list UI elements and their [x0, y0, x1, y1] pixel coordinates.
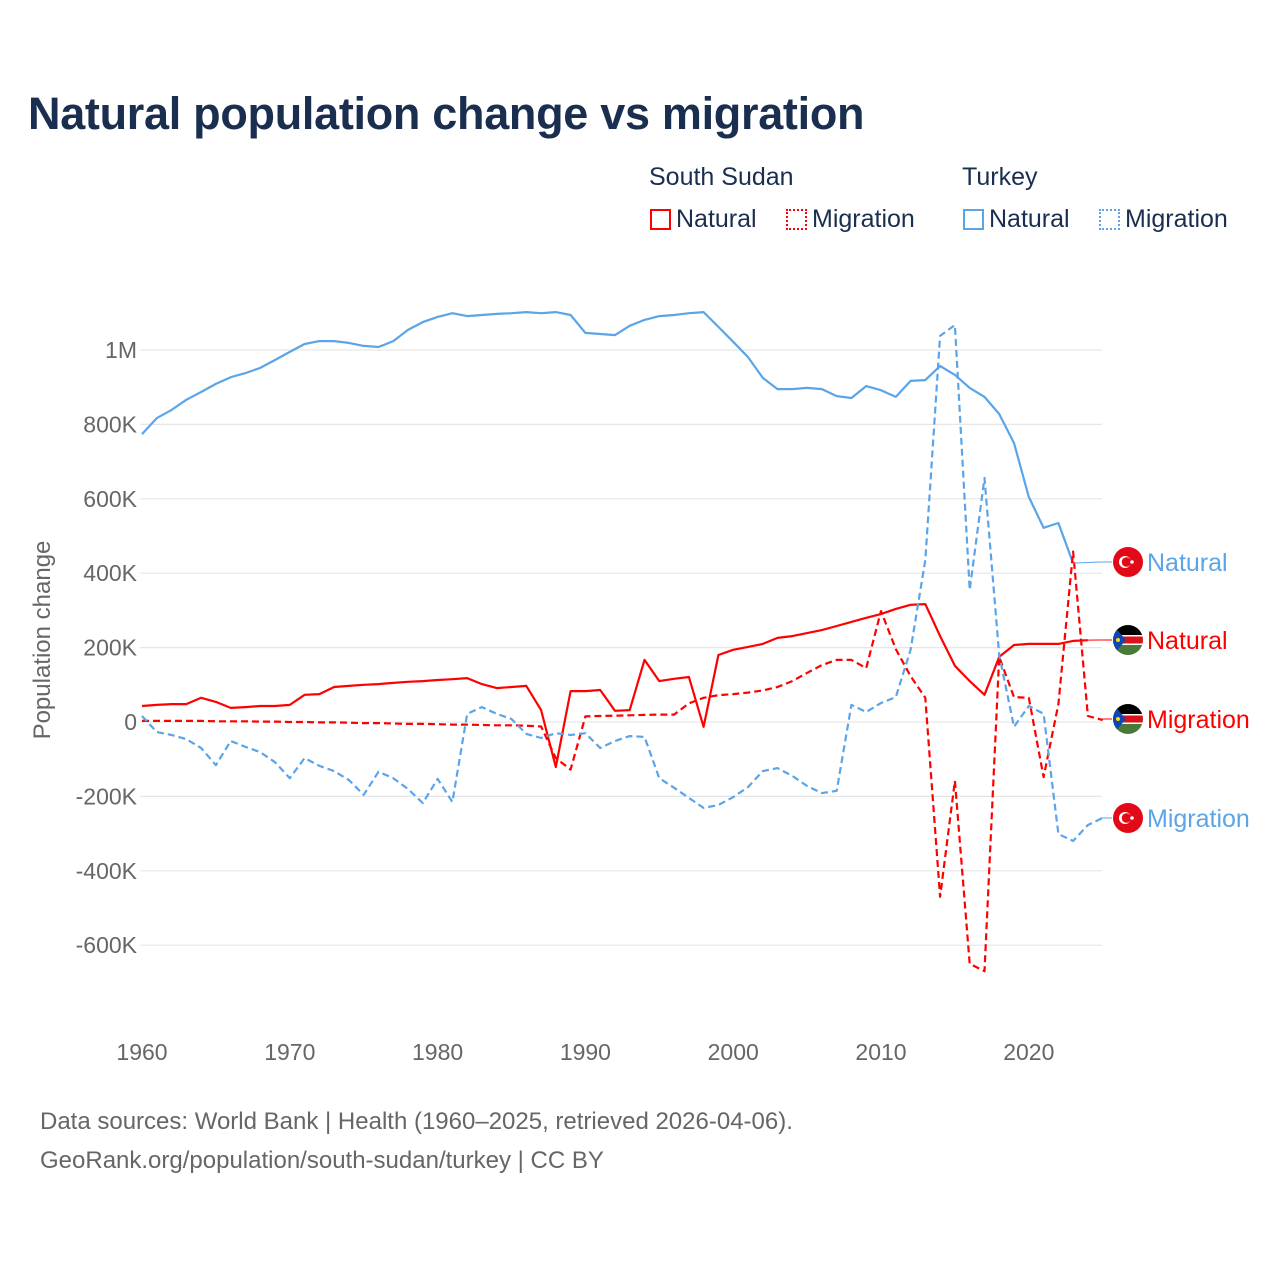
legend-label: Natural	[989, 205, 1070, 233]
y-tick-label: 600K	[83, 486, 137, 512]
legend-label: Natural	[676, 205, 757, 233]
y-tick-label: 1M	[105, 337, 137, 363]
legend-turkey-migration[interactable]: Migration	[1099, 205, 1228, 234]
south-sudan-flag-icon	[1113, 625, 1143, 655]
x-tick-label: 1980	[412, 1039, 463, 1065]
series-line-south-sudan-migration[interactable]	[142, 550, 1103, 973]
footer-url: GeoRank.org/population/south-sudan/turke…	[40, 1147, 604, 1174]
turkey-flag-icon	[1113, 547, 1143, 577]
series-line-turkey-migration[interactable]	[141, 324, 1104, 843]
x-tick-label: 2000	[708, 1039, 759, 1065]
chart-title: Natural population change vs migration	[28, 88, 865, 139]
series-end-label: Migration	[1147, 805, 1250, 833]
legend-south-sudan-migration[interactable]: Migration	[786, 205, 915, 234]
legend-group-turkey: Turkey	[962, 163, 1038, 191]
turkey-flag-icon	[1113, 803, 1143, 833]
y-tick-label: -600K	[76, 932, 138, 958]
y-tick-label: -400K	[76, 858, 138, 884]
y-tick-label: 400K	[83, 560, 137, 586]
x-tick-label: 2010	[855, 1039, 906, 1065]
legend-swatch-dotted	[786, 209, 807, 230]
y-tick-label: 200K	[83, 635, 137, 661]
x-tick-label: 1960	[116, 1039, 167, 1065]
series-line-turkey-natural[interactable]	[141, 311, 1075, 564]
legend-label: Migration	[812, 205, 915, 233]
x-tick-label: 2020	[1003, 1039, 1054, 1065]
legend-group-south-sudan: South Sudan	[649, 163, 794, 191]
legend-turkey-natural[interactable]: Natural	[963, 205, 1070, 234]
y-axis-title: Population change	[29, 541, 56, 740]
south-sudan-flag-icon	[1113, 704, 1143, 734]
footer-sources: Data sources: World Bank | Health (1960–…	[40, 1108, 793, 1135]
legend-label: Migration	[1125, 205, 1228, 233]
series-end-label: Natural	[1147, 627, 1228, 655]
series-end-label: Natural	[1147, 549, 1228, 577]
series-line-south-sudan-natural[interactable]	[141, 602, 1088, 769]
label-leader-line	[1073, 561, 1112, 564]
y-tick-label: 0	[124, 709, 137, 735]
legend-south-sudan-natural[interactable]: Natural	[650, 205, 757, 234]
x-tick-label: 1990	[560, 1039, 611, 1065]
y-tick-label: 800K	[83, 411, 137, 437]
series-end-label: Migration	[1147, 706, 1250, 734]
legend-swatch-solid	[963, 209, 984, 230]
x-tick-label: 1970	[264, 1039, 315, 1065]
label-leader-line	[1099, 718, 1112, 721]
y-tick-label: -200K	[76, 783, 138, 809]
legend-swatch-dotted	[1099, 209, 1120, 230]
legend-swatch-solid	[650, 209, 671, 230]
